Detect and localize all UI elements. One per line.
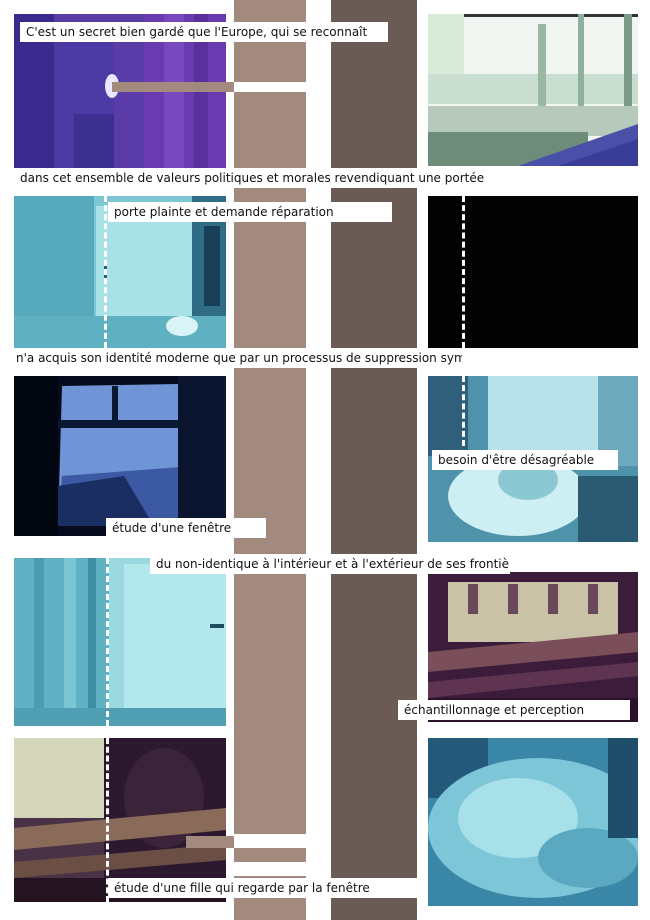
stripe-light-column bbox=[234, 0, 306, 920]
photo-cyan-curtain bbox=[14, 558, 226, 726]
photo-navy-window bbox=[14, 376, 226, 536]
caption-7: du non-identique à l'intérieur et à l'ex… bbox=[150, 554, 510, 574]
stripe-gap bbox=[234, 862, 306, 876]
caption-5: besoin d'être désagréable bbox=[432, 450, 618, 470]
stripe-gap bbox=[234, 82, 306, 92]
dashed-line bbox=[106, 738, 109, 902]
photo-tab-bar bbox=[186, 836, 234, 848]
dashed-line bbox=[462, 376, 465, 446]
photo-tab-bar bbox=[112, 82, 234, 92]
photo-figure-window bbox=[14, 738, 226, 902]
photo-plum-room bbox=[428, 572, 638, 722]
caption-3: porte plainte et demande réparation bbox=[108, 202, 392, 222]
photo-cyan-blanket bbox=[428, 738, 638, 906]
photo-black-frame bbox=[428, 196, 638, 348]
dashed-line bbox=[106, 558, 109, 726]
dashed-line bbox=[104, 196, 107, 348]
caption-8: échantillonnage et perception bbox=[398, 700, 630, 720]
photo-bright-window bbox=[428, 14, 638, 166]
stripe-gap bbox=[234, 834, 306, 848]
caption-9: étude d'une fille qui regarde par la fen… bbox=[108, 878, 418, 898]
caption-6: étude d'une fenêtre bbox=[106, 518, 266, 538]
caption-4: n'a acquis son identité moderne que par … bbox=[10, 348, 462, 368]
stripe-dark-column bbox=[331, 0, 417, 920]
caption-1: C'est un secret bien gardé que l'Europe,… bbox=[20, 22, 388, 42]
caption-2: dans cet ensemble de valeurs politiques … bbox=[14, 168, 606, 188]
dashed-line bbox=[462, 196, 465, 348]
